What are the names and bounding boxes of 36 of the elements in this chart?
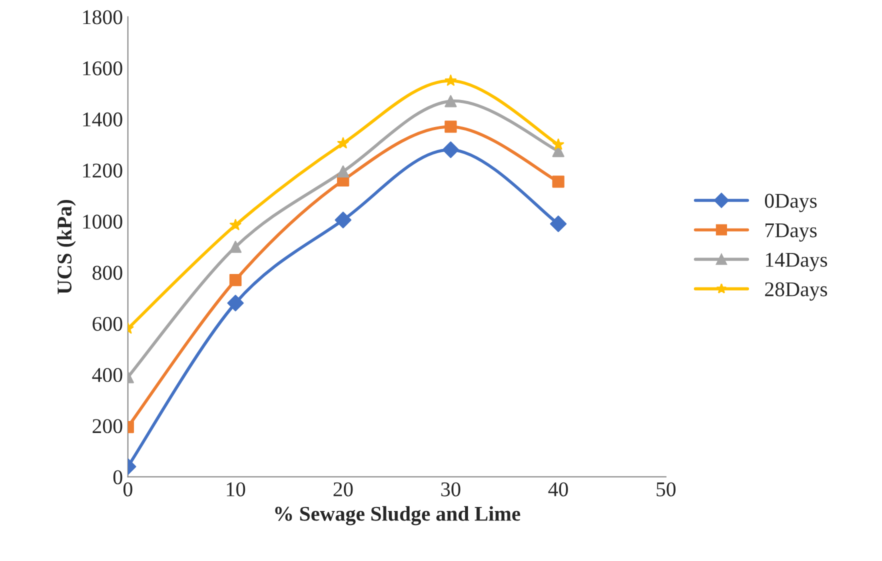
- point: [337, 165, 350, 178]
- x-tick-label: 10: [226, 482, 246, 496]
- y-tick-label: 1000: [83, 214, 122, 229]
- point: [337, 137, 349, 148]
- legend-label: 28Days: [765, 282, 828, 301]
- point: [550, 216, 567, 232]
- point: [227, 294, 244, 312]
- x-axis-title: % Sewage Sludge and Lime: [275, 506, 520, 526]
- y-tick-label: 600: [92, 316, 122, 331]
- x-tick-label: 0: [123, 482, 132, 496]
- y-axis-title: UCS (kPa): [56, 200, 76, 294]
- y-tick-label: 1800: [83, 10, 122, 24]
- point: [552, 176, 564, 188]
- y-tick-label: 200: [92, 419, 122, 434]
- x-tick-label: 30: [441, 482, 460, 496]
- x-tick-label: 50: [656, 482, 676, 496]
- legend-label: 0Days: [764, 194, 817, 212]
- y-tick-label: 1600: [83, 61, 122, 76]
- point: [230, 219, 242, 230]
- point: [444, 95, 457, 108]
- y-tick-label: 800: [92, 266, 122, 280]
- legend-label: 14Days: [766, 252, 828, 272]
- point: [334, 212, 352, 228]
- point: [552, 138, 564, 150]
- point: [229, 274, 242, 286]
- y-tick-label: 400: [92, 368, 122, 382]
- point: [444, 74, 457, 86]
- point: [229, 240, 242, 253]
- point: [442, 141, 460, 158]
- y-tick-label: 1400: [83, 112, 122, 126]
- y-tick-label: 1200: [83, 164, 122, 178]
- point: [444, 120, 457, 133]
- y-tick-label: 0: [113, 470, 122, 484]
- x-tick-label: 20: [334, 482, 353, 496]
- legend-label: 7Days: [766, 223, 817, 242]
- x-tick-label: 40: [548, 482, 568, 496]
